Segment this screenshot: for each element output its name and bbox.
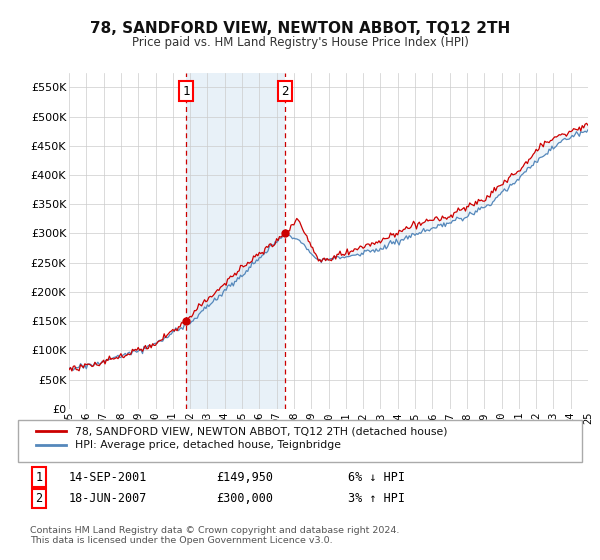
Text: This data is licensed under the Open Government Licence v3.0.: This data is licensed under the Open Gov…	[30, 536, 332, 545]
Text: 2: 2	[35, 492, 43, 505]
Text: 14-SEP-2001: 14-SEP-2001	[69, 470, 148, 484]
Text: 2: 2	[281, 85, 289, 97]
Text: 18-JUN-2007: 18-JUN-2007	[69, 492, 148, 505]
Text: 1: 1	[182, 85, 190, 97]
Text: 78, SANDFORD VIEW, NEWTON ABBOT, TQ12 2TH: 78, SANDFORD VIEW, NEWTON ABBOT, TQ12 2T…	[90, 21, 510, 36]
Text: 6% ↓ HPI: 6% ↓ HPI	[348, 470, 405, 484]
Text: £149,950: £149,950	[216, 470, 273, 484]
Text: HPI: Average price, detached house, Teignbridge: HPI: Average price, detached house, Teig…	[75, 440, 341, 450]
Text: 78, SANDFORD VIEW, NEWTON ABBOT, TQ12 2TH (detached house): 78, SANDFORD VIEW, NEWTON ABBOT, TQ12 2T…	[81, 428, 454, 437]
Text: 1: 1	[35, 470, 43, 484]
Text: 3% ↑ HPI: 3% ↑ HPI	[348, 492, 405, 505]
Text: £300,000: £300,000	[216, 492, 273, 505]
Text: Price paid vs. HM Land Registry's House Price Index (HPI): Price paid vs. HM Land Registry's House …	[131, 36, 469, 49]
Text: 78, SANDFORD VIEW, NEWTON ABBOT, TQ12 2TH (detached house): 78, SANDFORD VIEW, NEWTON ABBOT, TQ12 2T…	[75, 426, 448, 436]
Text: Contains HM Land Registry data © Crown copyright and database right 2024.: Contains HM Land Registry data © Crown c…	[30, 526, 400, 535]
